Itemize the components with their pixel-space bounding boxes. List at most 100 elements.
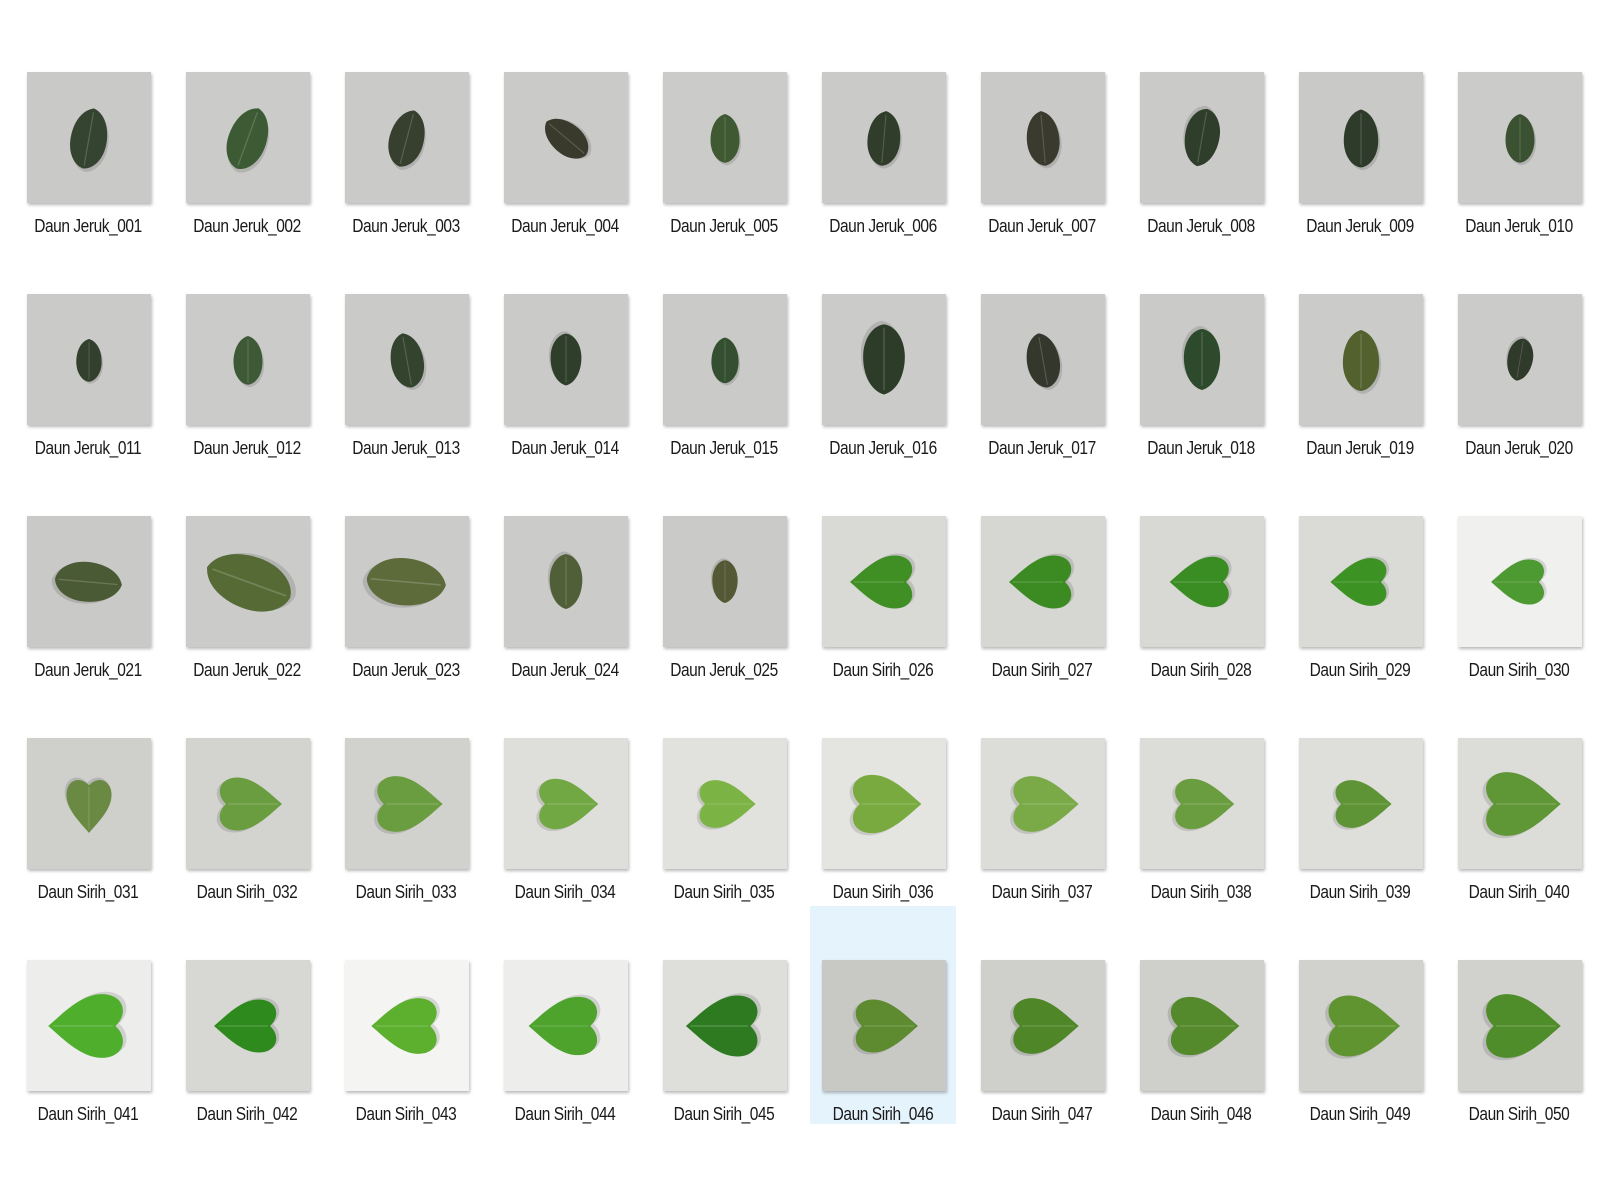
leaf-shape (1183, 329, 1221, 390)
file-item[interactable]: Daun Sirih_046 (810, 906, 956, 1124)
file-name-label: Daun Sirih_045 (673, 1104, 775, 1124)
file-name-label: Daun Jeruk_022 (193, 660, 301, 680)
file-item[interactable]: Daun Jeruk_019 (1287, 240, 1433, 458)
file-name-label: Daun Sirih_034 (514, 882, 616, 902)
file-thumbnail (822, 516, 946, 647)
file-item[interactable]: Daun Sirih_041 (15, 906, 161, 1124)
leaf-shape (685, 995, 758, 1057)
file-item[interactable]: Daun Sirih_047 (969, 906, 1115, 1124)
file-item[interactable]: Daun Sirih_048 (1128, 906, 1274, 1124)
file-item[interactable]: Daun Jeruk_016 (810, 240, 956, 458)
file-thumbnail (1140, 72, 1264, 203)
file-item[interactable]: Daun Jeruk_002 (174, 18, 320, 236)
file-item[interactable]: Daun Sirih_037 (969, 684, 1115, 902)
leaf-photo (27, 294, 151, 425)
leaf-photo (345, 516, 469, 647)
file-item[interactable]: Daun Sirih_043 (333, 906, 479, 1124)
file-item[interactable]: Daun Jeruk_018 (1128, 240, 1274, 458)
leaf-shape (377, 776, 443, 832)
file-item[interactable]: Daun Jeruk_010 (1446, 18, 1592, 236)
file-thumbnail (981, 72, 1105, 203)
file-item[interactable]: Daun Jeruk_011 (15, 240, 161, 458)
file-item[interactable]: Daun Sirih_050 (1446, 906, 1592, 1124)
leaf-photo (981, 294, 1105, 425)
file-item[interactable]: Daun Sirih_038 (1128, 684, 1274, 902)
file-item[interactable]: Daun Jeruk_017 (969, 240, 1115, 458)
file-thumbnail (1299, 960, 1423, 1091)
file-name-label: Daun Sirih_026 (832, 660, 934, 680)
file-item[interactable]: Daun Sirih_035 (651, 684, 797, 902)
file-thumbnail (822, 72, 946, 203)
file-item[interactable]: Daun Jeruk_012 (174, 240, 320, 458)
file-item[interactable]: Daun Jeruk_023 (333, 462, 479, 680)
file-item[interactable]: Daun Jeruk_021 (15, 462, 161, 680)
file-thumbnail (27, 960, 151, 1091)
leaf-photo (663, 960, 787, 1091)
file-item[interactable]: Daun Sirih_044 (492, 906, 638, 1124)
leaf-vein (212, 568, 287, 597)
file-thumbnail (663, 738, 787, 869)
leaf-vein (1197, 111, 1208, 163)
file-thumbnail (345, 516, 469, 647)
leaf-shape (1486, 772, 1561, 836)
file-item[interactable]: Daun Jeruk_006 (810, 18, 956, 236)
file-item[interactable]: Daun Sirih_030 (1446, 462, 1592, 680)
file-thumbnail (186, 294, 310, 425)
file-thumbnail (1140, 738, 1264, 869)
leaf-photo (1299, 738, 1423, 869)
file-name-label: Daun Jeruk_011 (34, 438, 142, 458)
file-item[interactable]: Daun Jeruk_025 (651, 462, 797, 680)
file-item[interactable]: Daun Jeruk_009 (1287, 18, 1433, 236)
file-item[interactable]: Daun Jeruk_013 (333, 240, 479, 458)
file-item[interactable]: Daun Jeruk_005 (651, 18, 797, 236)
file-item[interactable]: Daun Sirih_040 (1446, 684, 1592, 902)
leaf-shape (366, 558, 446, 606)
leaf-shape (855, 999, 918, 1053)
file-name-label: Daun Jeruk_009 (1306, 216, 1414, 236)
file-item[interactable]: Daun Jeruk_020 (1446, 240, 1592, 458)
file-item[interactable]: Daun Jeruk_015 (651, 240, 797, 458)
file-name-label: Daun Sirih_037 (991, 882, 1093, 902)
file-thumbnail (345, 960, 469, 1091)
file-item[interactable]: Daun Sirih_049 (1287, 906, 1433, 1124)
file-item[interactable]: Daun Sirih_031 (15, 684, 161, 902)
file-item[interactable]: Daun Jeruk_024 (492, 462, 638, 680)
file-item[interactable]: Daun Jeruk_007 (969, 18, 1115, 236)
file-thumbnail (1140, 516, 1264, 647)
file-item[interactable]: Daun Jeruk_014 (492, 240, 638, 458)
file-name-label: Daun Sirih_029 (1309, 660, 1411, 680)
file-name-label: Daun Jeruk_002 (193, 216, 301, 236)
leaf-shape (863, 324, 905, 395)
leaf-shape (70, 108, 108, 169)
leaf-shape (1009, 555, 1072, 609)
leaf-shape (1335, 780, 1392, 828)
file-item[interactable]: Daun Sirih_034 (492, 684, 638, 902)
file-name-label: Daun Jeruk_003 (352, 216, 460, 236)
file-item[interactable]: Daun Sirih_026 (810, 462, 956, 680)
file-item[interactable]: Daun Sirih_027 (969, 462, 1115, 680)
file-item[interactable]: Daun Sirih_036 (810, 684, 956, 902)
file-item[interactable]: Daun Jeruk_003 (333, 18, 479, 236)
file-item[interactable]: Daun Jeruk_004 (492, 18, 638, 236)
file-item[interactable]: Daun Sirih_033 (333, 684, 479, 902)
file-item[interactable]: Daun Sirih_028 (1128, 462, 1274, 680)
file-item[interactable]: Daun Sirih_042 (174, 906, 320, 1124)
file-name-label: Daun Jeruk_024 (511, 660, 619, 680)
file-item[interactable]: Daun Sirih_032 (174, 684, 320, 902)
leaf-photo (186, 516, 310, 647)
file-item[interactable]: Daun Sirih_029 (1287, 462, 1433, 680)
file-item[interactable]: Daun Sirih_045 (651, 906, 797, 1124)
file-name-label: Daun Sirih_042 (196, 1104, 298, 1124)
file-thumbnail (504, 960, 628, 1091)
file-item[interactable]: Daun Jeruk_008 (1128, 18, 1274, 236)
file-thumbnail (822, 294, 946, 425)
file-item[interactable]: Daun Jeruk_022 (174, 462, 320, 680)
leaf-photo (981, 72, 1105, 203)
file-name-label: Daun Sirih_047 (991, 1104, 1093, 1124)
leaf-shape (850, 555, 913, 609)
file-item[interactable]: Daun Sirih_039 (1287, 684, 1433, 902)
file-item[interactable]: Daun Jeruk_001 (15, 18, 161, 236)
file-thumbnail (981, 960, 1105, 1091)
leaf-shape (867, 111, 901, 166)
leaf-photo (981, 516, 1105, 647)
